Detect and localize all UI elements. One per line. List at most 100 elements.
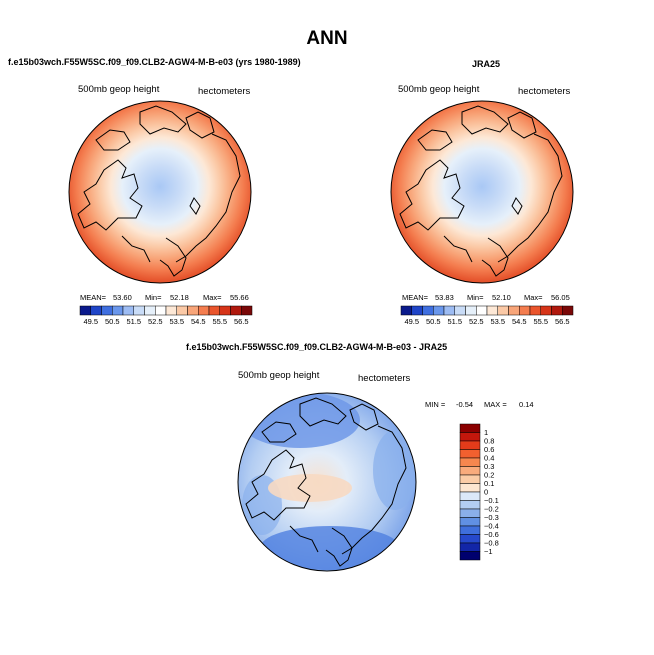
- colorbar-cell: [454, 305, 466, 316]
- diff-colorbar-tick-label: 0.1: [484, 479, 494, 488]
- panel-2-map: [390, 100, 574, 284]
- colorbar-cell: [230, 305, 242, 316]
- colorbar-tick-label: 53.5: [490, 317, 505, 326]
- colorbar-cell: [540, 305, 552, 316]
- colorbar-cell: [443, 305, 455, 316]
- colorbar-tick-label: 56.5: [234, 317, 249, 326]
- panel-1-variable-label: 500mb geop height: [78, 84, 160, 95]
- colorbar-cell: [519, 305, 531, 316]
- diff-colorbar-cell: [459, 551, 481, 561]
- panel-2-mean-value: 53.83: [435, 293, 454, 302]
- colorbar-cell: [112, 305, 124, 316]
- colorbar-tick-label: 49.5: [404, 317, 419, 326]
- panel-2-units-label: hectometers: [518, 86, 571, 97]
- panel-3-min-value: -0.54: [456, 400, 474, 409]
- panel-3-colorbar: 10.80.60.40.30.20.10−0.1−0.2−0.3−0.4−0.6…: [459, 423, 499, 561]
- diff-colorbar-cell: [459, 508, 481, 518]
- colorbar-tick-label: 56.5: [555, 317, 570, 326]
- diff-colorbar-cell: [459, 483, 481, 493]
- diff-colorbar-tick-label: 0.3: [484, 462, 494, 471]
- colorbar-cell: [241, 305, 253, 316]
- diff-colorbar-cell: [459, 525, 481, 535]
- panel-2-title: JRA25: [472, 59, 501, 69]
- colorbar-tick-label: 51.5: [447, 317, 462, 326]
- diff-colorbar-tick-label: −0.3: [484, 513, 499, 522]
- panel-2-coastlines: [399, 101, 569, 277]
- panel-3-anomaly-blobs: [240, 393, 416, 570]
- colorbar-cell: [176, 305, 188, 316]
- diff-colorbar-tick-label: 0.8: [484, 437, 494, 446]
- panel-1-mean-label: MEAN=: [80, 293, 107, 302]
- panel-3-units-label: hectometers: [358, 373, 411, 384]
- panel-1-min-value: 52.18: [170, 293, 189, 302]
- panel-2-min-value: 52.10: [492, 293, 511, 302]
- colorbar-cell: [133, 305, 145, 316]
- colorbar-tick-label: 54.5: [191, 317, 206, 326]
- diff-colorbar-tick-label: 0: [484, 488, 488, 497]
- colorbar-cell: [101, 305, 113, 316]
- colorbar-cell: [433, 305, 445, 316]
- panel-1-field: [69, 101, 251, 283]
- panel-2-max-value: 56.05: [551, 293, 570, 302]
- colorbar-cell: [208, 305, 220, 316]
- figure-title: ANN: [306, 28, 348, 49]
- panel-1-title: f.e15b03wch.F55W5SC.f09_f09.CLB2-AGW4-M-…: [8, 57, 301, 67]
- colorbar-cell: [476, 305, 488, 316]
- colorbar-tick-label: 52.5: [469, 317, 484, 326]
- colorbar-tick-label: 53.5: [169, 317, 184, 326]
- panel-1-map: [68, 100, 252, 284]
- panel-3-max-value: 0.14: [519, 400, 534, 409]
- colorbar-cell: [486, 305, 498, 316]
- panel-1-units-label: hectometers: [198, 86, 251, 97]
- panel-1-max-label: Max=: [203, 293, 222, 302]
- panel-2-mean-label: MEAN=: [402, 293, 429, 302]
- colorbar-tick-label: 51.5: [126, 317, 141, 326]
- diff-colorbar-tick-label: −0.1: [484, 496, 499, 505]
- colorbar-tick-label: 50.5: [426, 317, 441, 326]
- panel-1-min-label: Min=: [145, 293, 162, 302]
- panel-3-map: [237, 392, 417, 572]
- panel-2-min-label: Min=: [467, 293, 484, 302]
- diff-colorbar-cell: [459, 466, 481, 476]
- diff-colorbar-cell: [459, 542, 481, 552]
- diff-colorbar-cell: [459, 423, 481, 433]
- colorbar-cell: [411, 305, 423, 316]
- panel-3-max-label: MAX =: [484, 400, 507, 409]
- colorbar-cell: [90, 305, 102, 316]
- panel-2-max-label: Max=: [524, 293, 543, 302]
- diff-colorbar-cell: [459, 440, 481, 450]
- panel-1-colorbar: 49.5 50.5 51.5 52.5 53.5 54.5 55.5 56.5: [79, 305, 253, 326]
- diff-colorbar-cell: [459, 517, 481, 527]
- colorbar-tick-label: 54.5: [512, 317, 527, 326]
- panel-3-title: f.e15b03wch.F55W5SC.f09_f09.CLB2-AGW4-M-…: [186, 342, 448, 352]
- colorbar-cell: [144, 305, 156, 316]
- diff-colorbar-tick-label: −1: [484, 547, 493, 556]
- colorbar-cell: [551, 305, 563, 316]
- diff-colorbar-cell: [459, 534, 481, 544]
- diff-colorbar-tick-label: −0.4: [484, 522, 499, 531]
- colorbar-cell: [187, 305, 199, 316]
- diff-colorbar-tick-label: −0.2: [484, 505, 499, 514]
- diff-colorbar-cell: [459, 491, 481, 501]
- panel-3-min-label: MIN =: [425, 400, 446, 409]
- panel-2-variable-label: 500mb geop height: [398, 84, 480, 95]
- colorbar-tick-label: 55.5: [533, 317, 548, 326]
- colorbar-tick-label: 50.5: [105, 317, 120, 326]
- colorbar-tick-label: 55.5: [212, 317, 227, 326]
- colorbar-cell: [219, 305, 231, 316]
- colorbar-cell: [165, 305, 177, 316]
- diff-colorbar-tick-label: 0.6: [484, 445, 494, 454]
- diff-colorbar-tick-label: 0.2: [484, 471, 494, 480]
- colorbar-cell: [508, 305, 520, 316]
- panel-1-mean-value: 53.60: [113, 293, 132, 302]
- diff-colorbar-cell: [459, 457, 481, 467]
- diff-colorbar-tick-label: −0.6: [484, 530, 499, 539]
- colorbar-cell: [465, 305, 477, 316]
- diff-colorbar-tick-label: 0.4: [484, 454, 494, 463]
- diff-colorbar-tick-label: −0.8: [484, 539, 499, 548]
- colorbar-cell: [400, 305, 412, 316]
- panel-1-max-value: 55.66: [230, 293, 249, 302]
- colorbar-tick-label: 49.5: [83, 317, 98, 326]
- colorbar-cell: [122, 305, 134, 316]
- colorbar-cell: [155, 305, 167, 316]
